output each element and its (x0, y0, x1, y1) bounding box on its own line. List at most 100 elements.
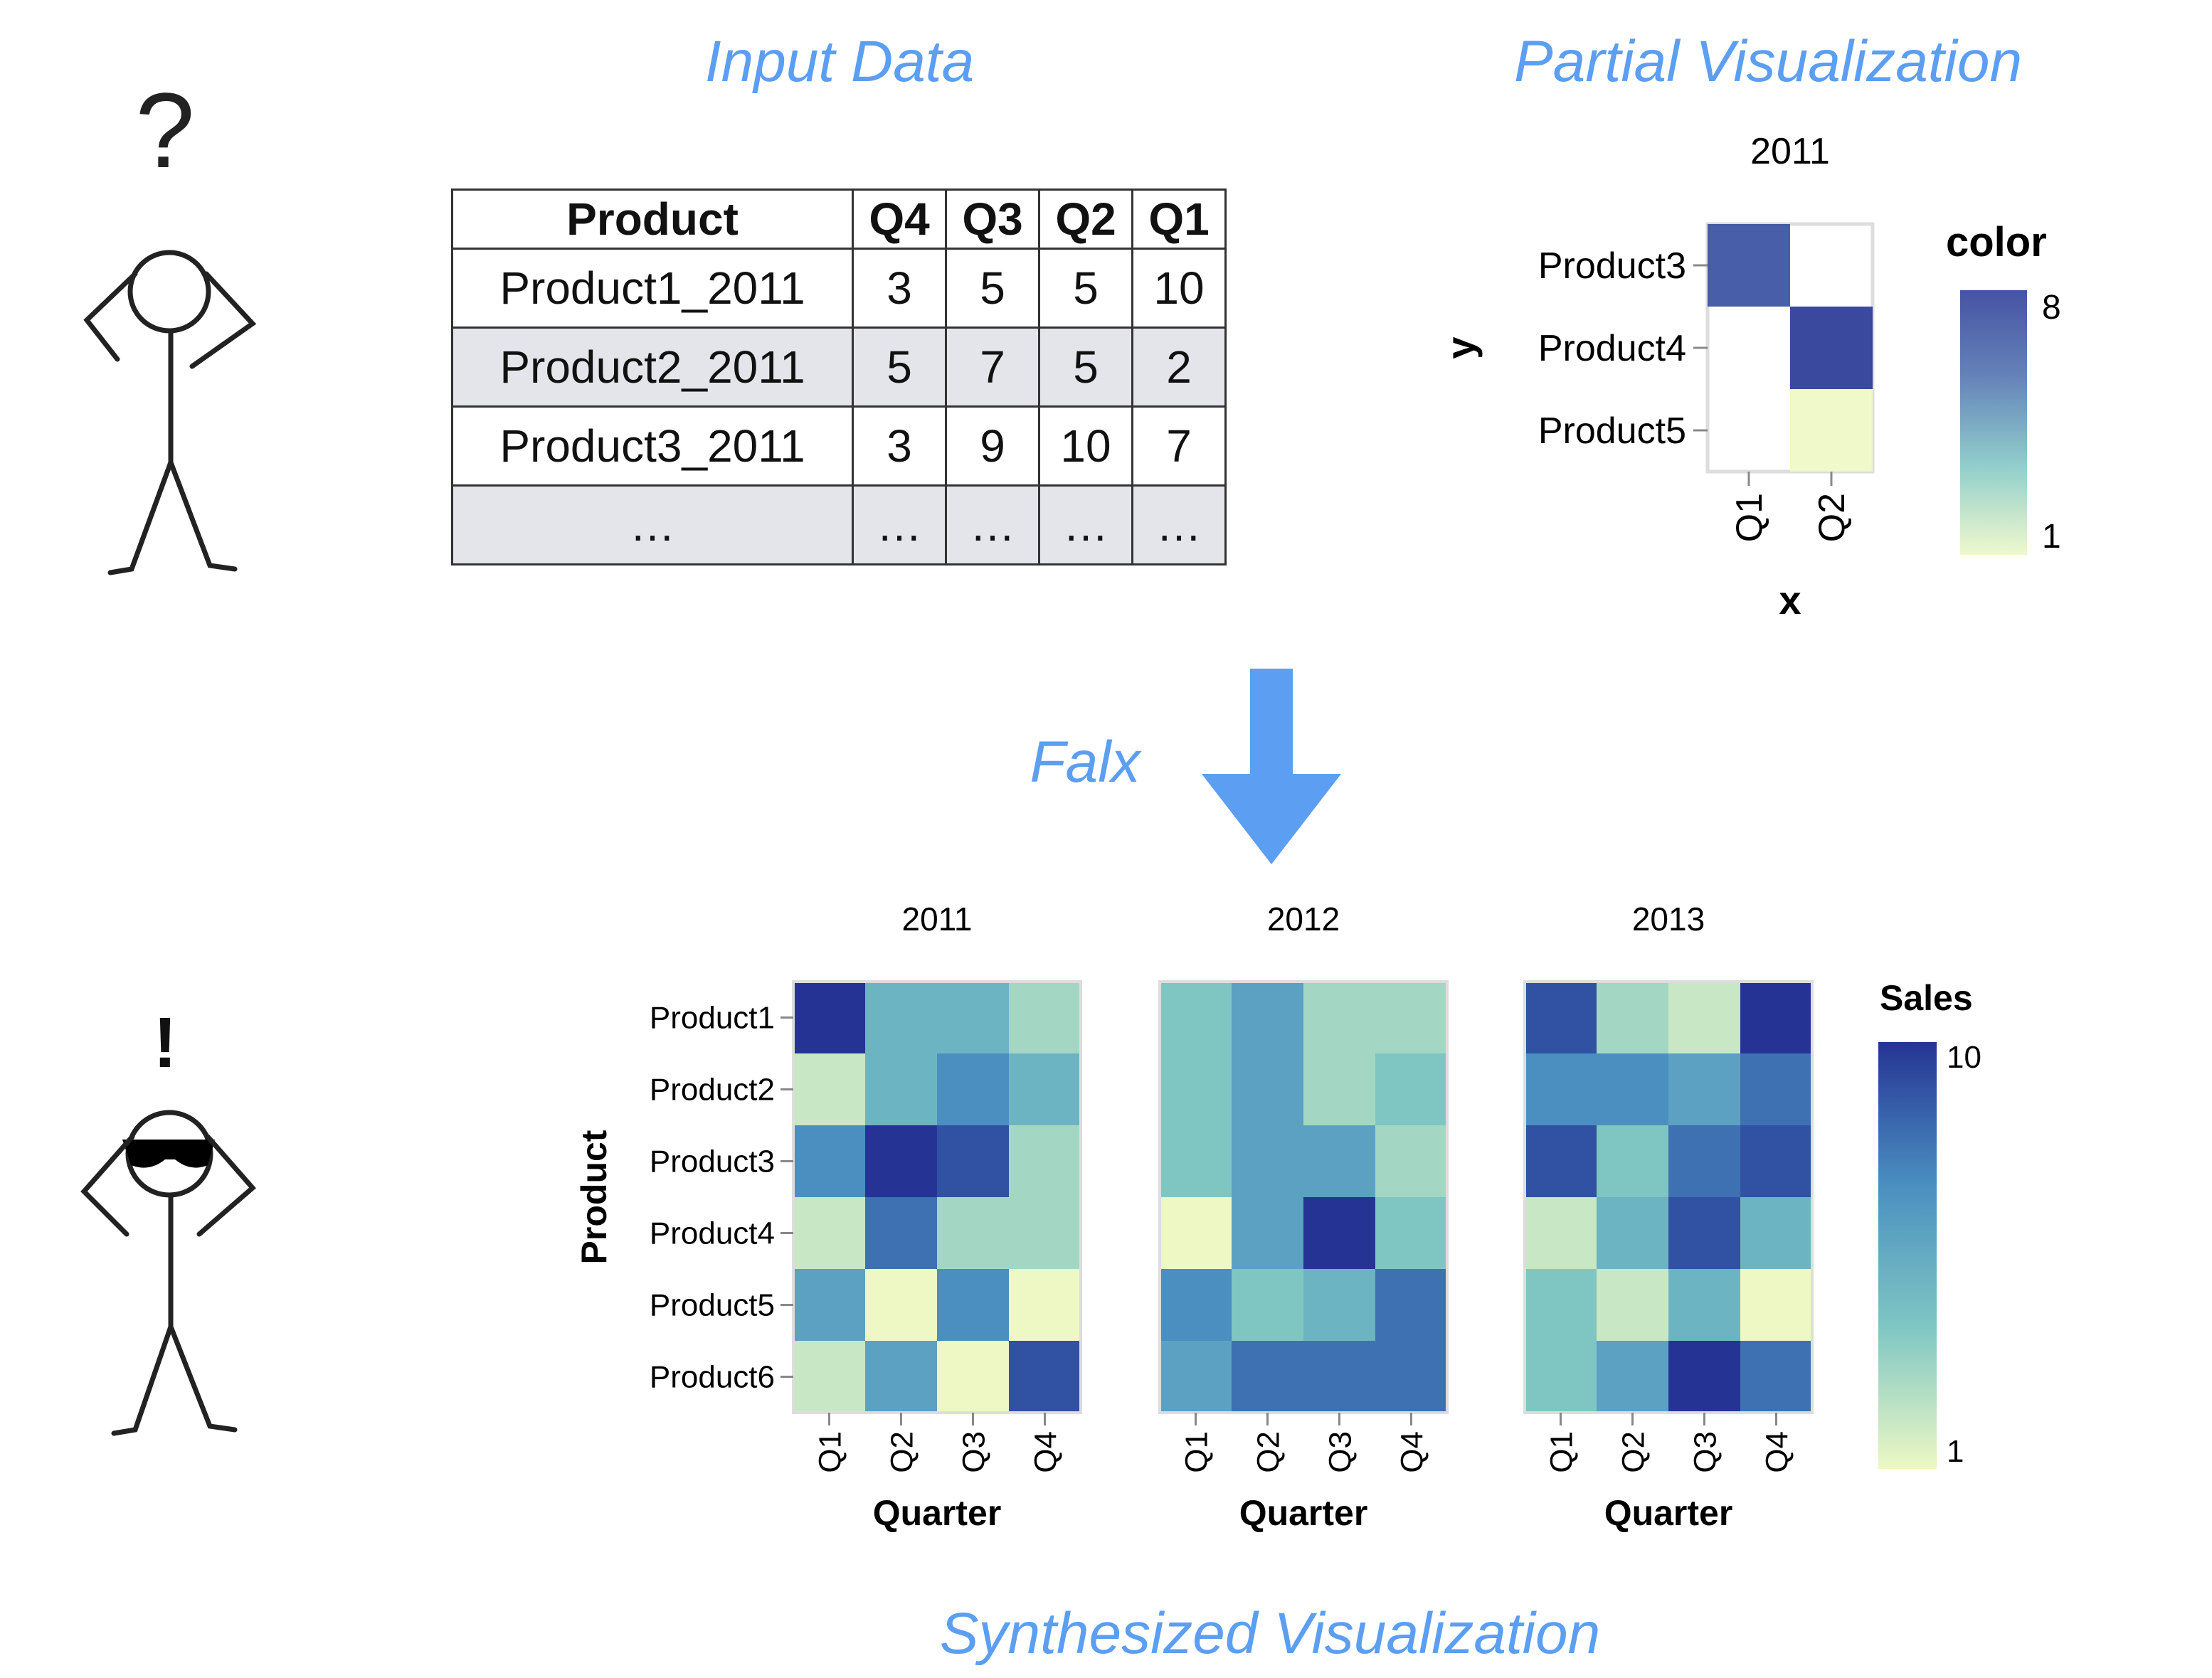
heatmap-cell (793, 1269, 865, 1341)
heatmap-cell (865, 982, 937, 1053)
facet-title: 2013 (1632, 901, 1705, 938)
down-arrow-icon (1202, 669, 1341, 864)
heatmap-cell (1740, 1197, 1812, 1269)
legend-min-label: 1 (2042, 518, 2061, 556)
heatmap-cell (1525, 1341, 1597, 1413)
heatmap-cell (1303, 1125, 1375, 1197)
heatmap-cell (865, 1053, 937, 1125)
exclamation-mark: ! (153, 1003, 176, 1083)
heatmap-cell (1009, 1053, 1081, 1125)
x-tick-label: Q2 (1616, 1431, 1651, 1473)
y-tick-label: Product2 (650, 1073, 775, 1108)
table-cell: 3 (852, 405, 947, 487)
heatmap-cell (1597, 982, 1668, 1053)
heatmap-cell (1375, 1269, 1447, 1341)
x-tick-label: Q2 (1811, 493, 1853, 542)
table-cell: 3 (852, 248, 947, 329)
heatmap-cell (1009, 1269, 1081, 1341)
heatmap-cell (1597, 1197, 1668, 1269)
facet-frame (1158, 980, 1449, 1414)
heatmap-cell (1740, 1125, 1812, 1197)
heatmap-cell (865, 1125, 937, 1197)
heatmap-cell (1303, 1053, 1375, 1125)
heatmap-cell (937, 1341, 1009, 1413)
heatmap-cell (793, 1197, 865, 1269)
table-cell: 10 (1038, 405, 1133, 487)
x-tick-label: Q1 (1729, 493, 1770, 542)
heatmap-cell (1232, 1197, 1303, 1269)
x-axis-label: Quarter (1239, 1493, 1368, 1533)
facet-title: 2011 (902, 901, 973, 938)
heatmap-cell (1160, 1269, 1232, 1341)
y-tick-label: Product1 (650, 1001, 775, 1036)
table-cell: 7 (945, 326, 1040, 408)
column-header: Q1 (1131, 188, 1227, 250)
heatmap-cell (1232, 1269, 1303, 1341)
heatmap-cell (1525, 982, 1597, 1053)
heatmap-cell (1303, 1269, 1375, 1341)
chart-title: 2011 (1750, 131, 1830, 172)
heatmap-cell (1740, 1341, 1812, 1413)
facet-title: 2012 (1267, 901, 1340, 938)
heatmap-cell (1597, 1341, 1668, 1413)
legend-max-label: 8 (2042, 289, 2061, 326)
table-cell: Product2_2011 (451, 326, 854, 408)
heatmap-cell (1668, 1341, 1740, 1413)
x-tick-label: Q1 (1180, 1431, 1215, 1473)
input-data-table: Product Q4 Q3 Q2 Q1 Product1_2011 3 5 5 … (451, 188, 1227, 565)
table-cell: … (1131, 484, 1227, 565)
heatmap-cell (793, 1341, 865, 1413)
heatmap-cell (937, 1269, 1009, 1341)
table-header-row: Product Q4 Q3 Q2 Q1 (451, 188, 1227, 250)
legend-max-label: 10 (1947, 1040, 1981, 1075)
heatmap-cell (1525, 1125, 1597, 1197)
x-tick-label: Q3 (1688, 1431, 1723, 1473)
table-cell: 2 (1131, 326, 1227, 408)
heatmap-cell (1740, 1053, 1812, 1125)
heatmap-cell (1375, 1125, 1447, 1197)
heatmap-cell (865, 1269, 937, 1341)
y-axis-label: y (1438, 336, 1483, 359)
heatmap-cell (1232, 1053, 1303, 1125)
heatmap-cell (937, 1197, 1009, 1269)
column-header: Q2 (1038, 188, 1133, 250)
table-row: Product2_2011 5 7 5 2 (451, 326, 1227, 408)
x-tick-label: Q4 (1395, 1431, 1430, 1473)
table-cell: 5 (852, 326, 947, 408)
heatmap-cell (1303, 1197, 1375, 1269)
legend-min-label: 1 (1947, 1434, 1964, 1469)
table-cell: 5 (945, 248, 1040, 329)
heatmap-cell (937, 1053, 1009, 1125)
heatmap-cell (1160, 982, 1232, 1053)
table-cell: 7 (1131, 405, 1227, 487)
input-data-title: Input Data (704, 29, 975, 94)
y-axis-label: Product (574, 1130, 614, 1264)
heatmap-cell (1597, 1269, 1668, 1341)
heatmap-cell (1160, 1053, 1232, 1125)
heatmap-cell (1303, 1341, 1375, 1413)
table-cell: 5 (1038, 248, 1133, 329)
table-cell: Product1_2011 (451, 248, 854, 329)
heatmap-cell (1375, 1197, 1447, 1269)
falx-label: Falx (1030, 730, 1141, 795)
heatmap-cell (937, 1125, 1009, 1197)
heatmap-cell (1232, 1125, 1303, 1197)
table-row: Product1_2011 3 5 5 10 (451, 248, 1227, 329)
legend-title: Sales (1880, 978, 1973, 1018)
heatmap-cell (793, 1125, 865, 1197)
table-cell: 9 (945, 405, 1040, 487)
heatmap-cell (1740, 982, 1812, 1053)
table-cell: Product3_2011 (451, 405, 854, 487)
y-tick-label: Product6 (650, 1360, 775, 1395)
heatmap-cell (1009, 1125, 1081, 1197)
column-header: Product (451, 188, 854, 250)
synthesized-visualization-title: Synthesized Visualization (939, 1601, 1601, 1666)
y-tick-label: Product4 (650, 1216, 775, 1251)
table-cell: 5 (1038, 326, 1133, 408)
table-cell: … (945, 484, 1040, 565)
y-tick-label: Product5 (650, 1288, 775, 1323)
synthesized-heatmap-chart: 2011 Q1 Q2 Q3 Q4 Quarter 2012 Q1 Q2 Q3 Q4 Quarter 20… (574, 901, 1981, 1533)
heatmap-cell (793, 982, 865, 1053)
heatmap-cell (1009, 1197, 1081, 1269)
x-axis-label: Quarter (1604, 1493, 1733, 1533)
